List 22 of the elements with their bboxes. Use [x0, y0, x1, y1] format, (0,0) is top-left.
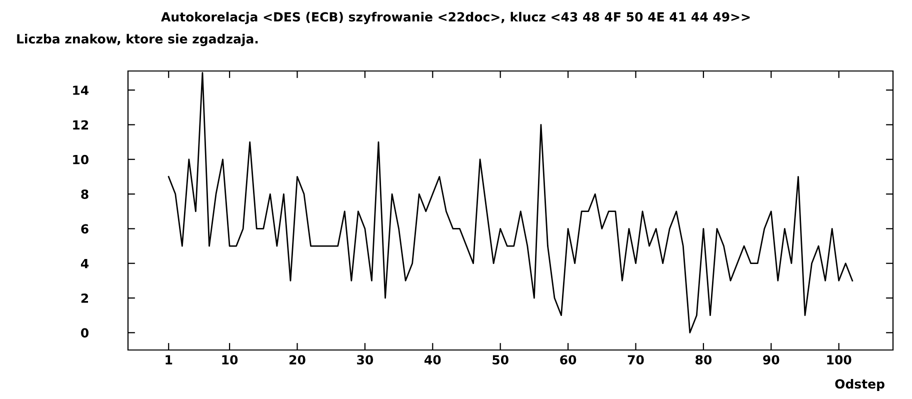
x-tick-label: 50	[492, 355, 508, 365]
y-tick-label: 6	[81, 224, 88, 234]
y-tick-label: 14	[73, 86, 89, 95]
x-tick-label: 40	[424, 355, 441, 365]
x-tick-label: 20	[290, 355, 306, 365]
y-tick-label: 8	[81, 190, 88, 199]
x-tick-label: 10	[222, 355, 238, 365]
x-tick-label: 60	[560, 355, 576, 365]
chart-title: Autokorelacja <DES (ECB) szyfrowanie <22doc>, klucz <43 48 4F 50 4E 41 44 49>>	[161, 12, 750, 24]
y-tick-label: 0	[81, 328, 89, 338]
y-tick-label: 10	[73, 154, 89, 164]
y-tick-label: 2	[81, 293, 88, 303]
x-tick-label: 30	[357, 355, 374, 365]
x-tick-label: 100	[827, 355, 852, 365]
x-axis-title: Odstep	[835, 378, 884, 392]
x-tick-label: 70	[628, 355, 644, 365]
x-tick-label: 90	[763, 355, 780, 365]
y-tick-label: 4	[80, 258, 89, 268]
x-tick-label: 1	[166, 355, 172, 364]
x-tick-label: 80	[696, 355, 712, 365]
y-axis-title: Liczba znakow, ktore sie zgadzaja.	[17, 34, 258, 46]
y-tick-label: 12	[73, 120, 88, 130]
